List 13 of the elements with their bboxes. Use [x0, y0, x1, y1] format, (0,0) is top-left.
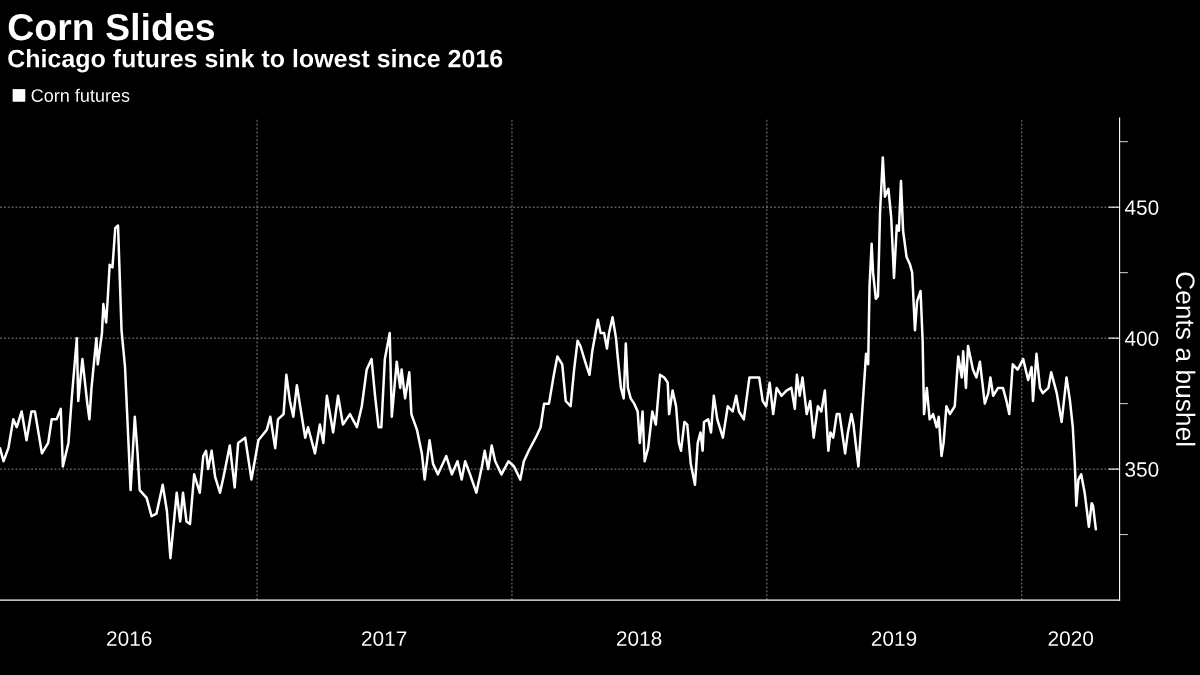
y-tick-label: 450: [1124, 200, 1159, 215]
line-series: [0, 156, 1098, 560]
y-tick-label: 400: [1124, 331, 1159, 346]
legend-label: Corn futures: [31, 88, 130, 102]
chart-title: Corn Slides: [8, 12, 215, 41]
x-tick-label: 2020: [1048, 631, 1094, 646]
y-tick-label: 350: [1125, 462, 1159, 477]
chart-subtitle: Chicago futures sink to lowest since 2016: [8, 49, 503, 73]
y-axis-title: Cents a bushel: [1175, 272, 1196, 446]
x-tick-label: 2018: [616, 631, 662, 646]
x-tick-label: 2016: [107, 631, 152, 646]
x-tick-label: 2019: [871, 631, 917, 646]
x-tick-label: 2017: [362, 631, 407, 646]
